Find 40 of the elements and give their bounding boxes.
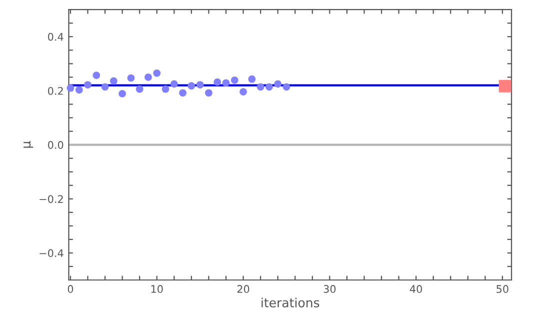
point (240, 88, 247, 96)
point (92, 72, 100, 79)
x-tick-label: 10 (151, 285, 163, 293)
point (222, 79, 230, 87)
point (498, 80, 512, 92)
point (75, 86, 83, 94)
x-tick-label: 50 (496, 285, 508, 293)
point (179, 89, 186, 97)
y-tick-label: −0.4 (40, 249, 64, 258)
point (110, 77, 118, 85)
point (118, 90, 126, 98)
y-tick-label: 0.4 (48, 32, 64, 41)
point (144, 74, 152, 81)
point (101, 83, 109, 91)
x-tick-label: 0 (68, 285, 74, 293)
y-axis-title: μ (24, 141, 34, 148)
point (256, 83, 264, 91)
point (84, 81, 92, 88)
x-tick-label: 20 (237, 285, 250, 293)
point (282, 83, 290, 91)
point (274, 80, 282, 88)
point (266, 83, 273, 91)
point (66, 84, 74, 92)
point (136, 85, 144, 93)
point (196, 81, 204, 88)
point (170, 80, 178, 88)
point (127, 74, 135, 82)
point (230, 76, 238, 84)
point (153, 69, 161, 77)
y-tick-label: 0.0 (48, 141, 64, 149)
x-tick-label: 40 (410, 285, 422, 293)
point (188, 82, 196, 90)
x-tick-label: 30 (324, 285, 336, 293)
point (162, 85, 170, 93)
point (214, 78, 222, 86)
point (248, 75, 256, 83)
y-tick-label: 0.2 (48, 86, 63, 95)
y-tick-label: −0.2 (40, 195, 63, 203)
point (205, 89, 212, 97)
x-axis-title: iterations (262, 298, 320, 308)
